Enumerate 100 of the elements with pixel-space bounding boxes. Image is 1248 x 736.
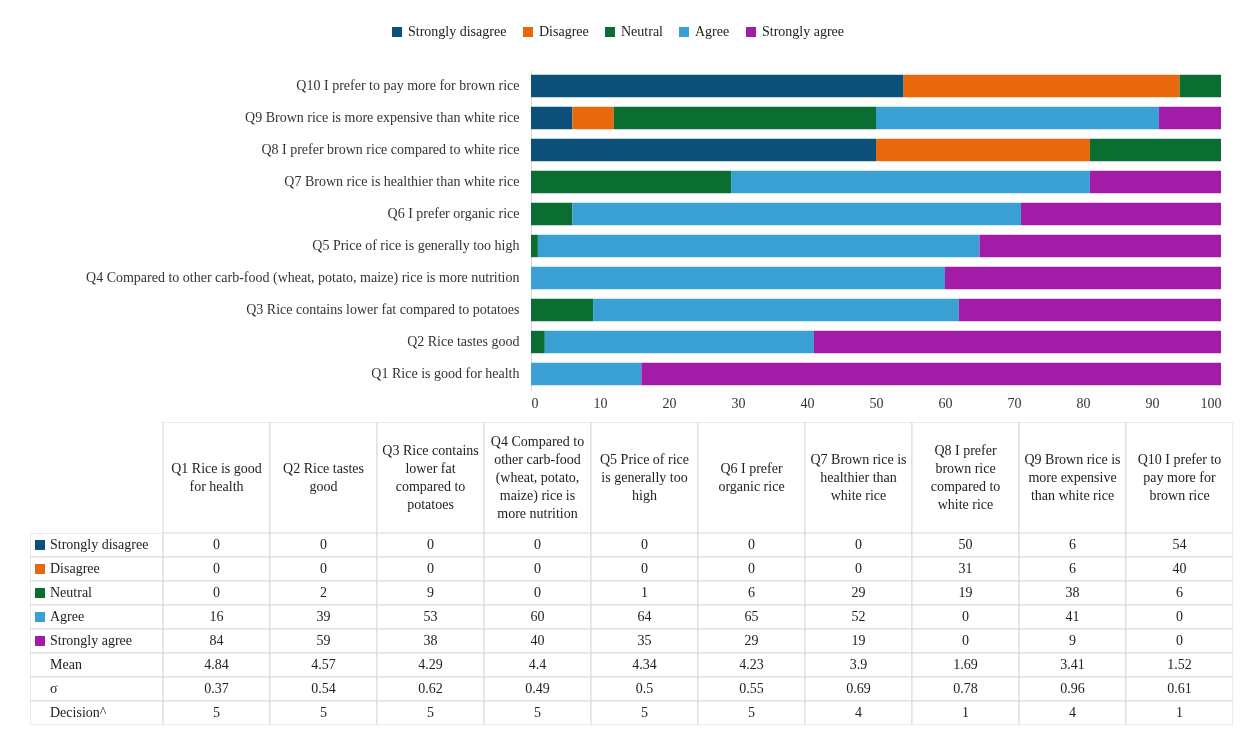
data-label: 0.96: [1060, 681, 1085, 696]
bar: [641, 362, 1221, 386]
x-tick-label: Q10 I prefer to pay more for brown rice: [1137, 451, 1222, 503]
x-tick-label: 20: [662, 395, 677, 411]
data-label: 19: [851, 633, 866, 648]
bar: [537, 234, 980, 258]
data-label: 0: [748, 561, 755, 576]
y-tick-label: Decision^: [50, 705, 107, 720]
data-label: 0: [534, 561, 541, 576]
data-label: 6: [748, 585, 755, 600]
data-label: 54: [1172, 537, 1187, 552]
data-label: 4.23: [739, 657, 764, 672]
data-label: 40: [1172, 561, 1187, 576]
data-label: 0.54: [311, 681, 336, 696]
data-label: 4.57: [311, 657, 336, 672]
bar: [613, 106, 876, 130]
data-label: 5: [534, 705, 541, 720]
data-label: 16: [209, 609, 224, 624]
x-tick-label: 30: [731, 395, 746, 411]
data-label: 5: [748, 705, 755, 720]
bar: [531, 298, 594, 322]
legend-label: Neutral: [621, 24, 664, 39]
x-tick-label: 90: [1145, 395, 1160, 411]
bar: [531, 330, 545, 354]
data-label: 4.84: [204, 657, 229, 672]
bar: [531, 170, 732, 194]
data-label: 1: [962, 705, 969, 720]
x-tick-label: Q6 I prefer organic rice: [718, 460, 785, 494]
data-label: 29: [744, 633, 759, 648]
bar: [876, 106, 1159, 130]
y-tick-label: Q6 I prefer organic rice: [387, 206, 520, 221]
y-tick-label: Strongly disagree: [50, 537, 149, 552]
bar: [1089, 170, 1221, 194]
data-label: 0: [855, 561, 862, 576]
bar: [544, 330, 814, 354]
data-label: 4.29: [418, 657, 443, 672]
bar: [572, 202, 1021, 226]
data-label: 59: [316, 633, 331, 648]
data-label: 0: [534, 585, 541, 600]
bar: [731, 170, 1090, 194]
bar: [593, 298, 959, 322]
x-tick-label: Q4 Compared to other carb-food (wheat, potato, maize) rice is more nutrition: [490, 433, 585, 521]
bar: [531, 106, 573, 130]
x-tick-label: Q9 Brown rice is more expensive than white rice: [1024, 451, 1121, 503]
data-label: 84: [209, 633, 224, 648]
y-tick-label: Agree: [50, 609, 85, 624]
y-tick-label: Q3 Rice contains lower fat compared to potatoes: [246, 302, 520, 317]
data-label: 0.5: [635, 681, 654, 696]
x-tick-label: Q1 Rice is good for health: [171, 460, 262, 494]
y-tick-label: σ: [50, 681, 58, 696]
data-label: 0: [320, 537, 327, 552]
y-tick-label: Q7 Brown rice is healthier than white rice: [284, 174, 520, 189]
data-label: 9: [1069, 633, 1076, 648]
bar: [813, 330, 1221, 354]
bar: [1158, 106, 1221, 130]
data-label: 1.69: [953, 657, 978, 672]
y-tick-label: Q2 Rice tastes good: [407, 334, 520, 349]
data-label: 0: [1176, 609, 1183, 624]
data-label: 38: [1065, 585, 1080, 600]
legend-label: Disagree: [539, 24, 589, 39]
bar: [979, 234, 1221, 258]
data-label: 31: [958, 561, 973, 576]
data-label: 50: [958, 537, 973, 552]
legend-label: Strongly agree: [762, 24, 845, 39]
data-label: 6: [1069, 561, 1076, 576]
y-tick-label: Mean: [50, 657, 82, 672]
x-tick-label: 70: [1007, 395, 1022, 411]
data-label: 0: [962, 609, 969, 624]
data-label: 5: [641, 705, 648, 720]
data-label: 38: [423, 633, 438, 648]
data-label: 53: [423, 609, 438, 624]
y-tick-label: Q10 I prefer to pay more for brown rice: [296, 78, 520, 93]
data-label: 0: [213, 585, 220, 600]
data-label: 0.49: [525, 681, 550, 696]
x-tick-label: 0: [531, 395, 539, 411]
bar: [531, 266, 945, 290]
data-label: 0.37: [204, 681, 229, 696]
data-label: 64: [637, 609, 652, 624]
x-tick-label: Q8 I prefer brown rice compared to white rice: [930, 442, 1001, 512]
data-label: 0.55: [739, 681, 764, 696]
data-label: 40: [530, 633, 545, 648]
data-label: 4.34: [632, 657, 657, 672]
data-label: 0.78: [953, 681, 978, 696]
data-label: 0.61: [1167, 681, 1192, 696]
data-label: 52: [851, 609, 866, 624]
y-tick-label: Q9 Brown rice is more expensive than white rice: [245, 110, 520, 125]
bar: [531, 234, 538, 258]
data-label: 0: [213, 537, 220, 552]
data-label: 0: [962, 633, 969, 648]
x-tick-label: 100: [1200, 395, 1222, 411]
y-tick-label: Q8 I prefer brown rice compared to white rice: [261, 142, 520, 157]
data-label: 29: [851, 585, 866, 600]
x-tick-label: 80: [1076, 395, 1091, 411]
data-label: 3.9: [849, 657, 868, 672]
data-label: 1: [1176, 705, 1183, 720]
y-tick-label: Q4 Compared to other carb-food (wheat, potato, maize) rice is more nutrition: [86, 270, 520, 286]
data-label: 39: [316, 609, 331, 624]
data-label: 0: [427, 537, 434, 552]
data-label: 0.62: [418, 681, 443, 696]
data-label: 0: [1176, 633, 1183, 648]
